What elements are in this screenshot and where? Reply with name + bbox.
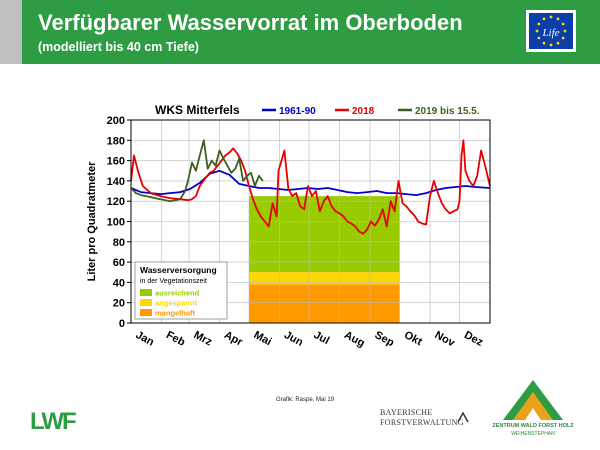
lwf-logo: LWF [30, 408, 78, 433]
y-tick-label: 60 [113, 257, 125, 269]
supply-bands [249, 196, 400, 323]
y-tick-label: 0 [119, 318, 125, 330]
lwf-logo-text: LWF [30, 408, 76, 433]
eu-life-logo: Life [526, 10, 576, 52]
supply-legend-title: Wasserversorgung [140, 265, 217, 275]
x-tick-label: Dez [462, 329, 485, 349]
y-tick-label: 140 [107, 176, 125, 188]
eu-star-icon [537, 36, 541, 40]
supply-legend-box: Wasserversorgung in der Vegetationszeit au… [134, 261, 228, 320]
y-tick-label: 100 [107, 217, 125, 229]
eu-star-icon [561, 36, 565, 40]
series-line-2 [130, 139, 264, 203]
y-tick-label: 180 [107, 135, 125, 147]
x-tick-label: Aug [342, 329, 367, 350]
y-tick-label: 20 [113, 298, 125, 310]
page-title: Verfügbarer Wasservorrat im Oberboden [38, 10, 463, 35]
chart-title: WKS Mitterfels [155, 103, 240, 117]
x-tick-label: Okt [402, 329, 424, 348]
supply-legend-label: mangelhaft [155, 309, 196, 318]
eu-star-icon [542, 41, 546, 45]
y-tick-label: 120 [107, 196, 125, 208]
eu-star-icon [561, 22, 565, 26]
eu-logo-text: Life [541, 27, 559, 39]
y-tick-label: 200 [107, 115, 125, 127]
bayern-line-2: FORSTVERWALTUNG [380, 418, 464, 427]
supply-legend-swatch [140, 299, 152, 306]
header-banner: Verfügbarer Wasservorrat im Oberboden (m… [0, 0, 600, 64]
legend-label: 2018 [352, 106, 375, 117]
legend-label: 1961-90 [279, 106, 316, 117]
x-tick-label: Mrz [192, 329, 215, 349]
chart-legend: 1961-90 2018 2019 bis 15.5. [262, 106, 480, 117]
x-tick-label: Jan [134, 329, 157, 349]
zentrum-text-2: WEIHENSTEPHAN [511, 431, 555, 437]
chart-credit: Grafik: Raspe, Mai 19 [276, 397, 335, 403]
water-chart: 0 20 40 60 80 100 120 140 160 180 200 Jan Feb Mrz Apr… [86, 103, 491, 350]
x-tick-label: Mai [252, 329, 274, 348]
eu-star-icon [549, 15, 553, 19]
band-mangelhaft [249, 284, 400, 323]
legend-label: 2019 bis 15.5. [415, 106, 480, 117]
supply-legend-label: ausreichend [155, 289, 200, 298]
y-tick-label: 160 [107, 156, 125, 168]
x-tick-label: Jul [312, 329, 332, 347]
eu-star-icon [537, 22, 541, 26]
eu-star-icon [556, 17, 560, 21]
supply-legend-subtitle: in der Vegetationszeit [140, 278, 207, 285]
x-tick-label: Feb [164, 329, 187, 349]
y-tick-label: 40 [113, 277, 125, 289]
x-axis-ticks: Jan Feb Mrz Apr Mai Jun Jul Aug Sep Okt Nov Dez [134, 329, 486, 350]
zentrum-logo-icon [503, 380, 563, 420]
eu-star-icon [556, 41, 560, 45]
x-tick-label: Jun [282, 329, 305, 349]
y-tick-label: 80 [113, 237, 125, 249]
series-line-1 [130, 139, 491, 235]
bayern-mark-icon [457, 411, 469, 423]
x-tick-label: Sep [373, 329, 397, 349]
eu-star-icon [549, 43, 553, 47]
eu-star-icon [563, 29, 567, 33]
bayern-line-1: BAYERISCHE [380, 408, 433, 417]
x-tick-label: Apr [222, 329, 245, 349]
header-side-band [0, 0, 22, 64]
supply-legend-swatch [140, 309, 152, 316]
x-tick-label: Nov [433, 329, 458, 350]
y-axis-ticks: 0 20 40 60 80 100 120 140 160 180 200 [107, 115, 131, 330]
page-subtitle: (modelliert bis 40 cm Tiefe) [38, 40, 199, 54]
zentrum-text-1: ZENTRUM WALD FORST HOLZ [492, 423, 574, 429]
y-axis-label: Liter pro Quadratmeter [86, 161, 98, 282]
bayern-forst-logo: BAYERISCHE FORSTVERWALTUNG [380, 408, 464, 428]
supply-legend-swatch [140, 289, 152, 296]
supply-legend-label: angespannt [155, 299, 198, 308]
chart-series [130, 139, 491, 235]
eu-star-icon [535, 29, 539, 33]
eu-star-icon [542, 17, 546, 21]
band-angespannt [249, 272, 400, 285]
